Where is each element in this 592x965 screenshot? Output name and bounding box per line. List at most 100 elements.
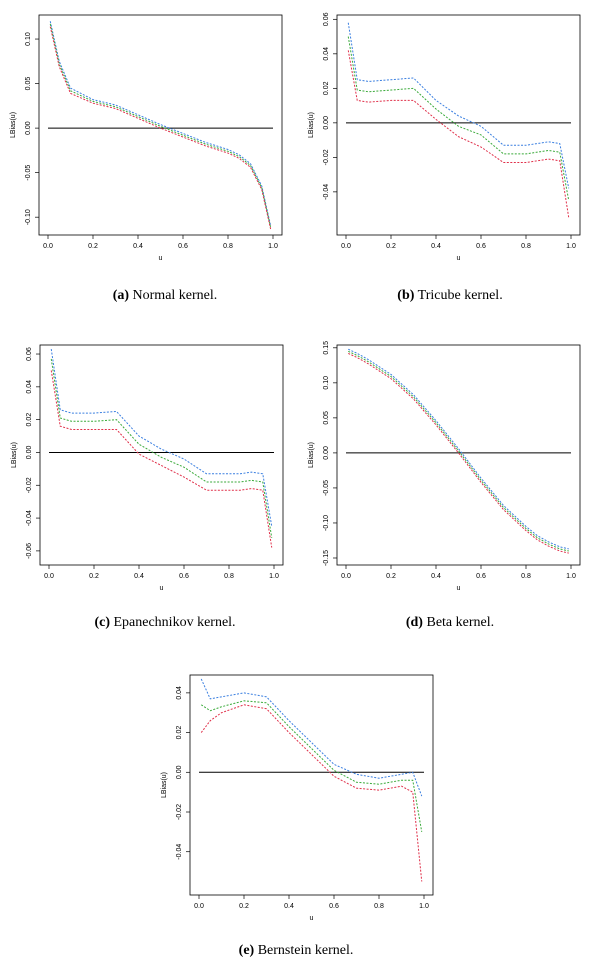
x-tick-label: 0.0 bbox=[43, 243, 53, 250]
series-line bbox=[200, 704, 423, 882]
y-tick-label: 0.02 bbox=[176, 726, 183, 740]
x-tick-label: 0.8 bbox=[223, 243, 233, 250]
y-tick-label: 0.06 bbox=[323, 12, 330, 26]
caption: (b) Tricube kernel. bbox=[397, 288, 502, 303]
y-tick-label: -0.02 bbox=[323, 149, 330, 165]
y-tick-label: -0.02 bbox=[176, 804, 183, 820]
series-line bbox=[347, 22, 570, 189]
y-tick-label: 0.00 bbox=[323, 116, 330, 130]
x-tick-label: 0.6 bbox=[476, 573, 486, 580]
series-line bbox=[50, 358, 273, 538]
x-axis-label: u bbox=[457, 585, 461, 592]
y-tick-label: 0.10 bbox=[25, 32, 32, 46]
caption: (c) Epanechnikov kernel. bbox=[94, 615, 235, 630]
series-line bbox=[348, 348, 569, 550]
y-tick-label: -0.15 bbox=[323, 550, 330, 566]
y-tick-label: 0.00 bbox=[176, 765, 183, 779]
y-tick-label: 0.00 bbox=[25, 121, 32, 135]
series-line bbox=[50, 349, 273, 527]
y-tick-label: -0.04 bbox=[176, 844, 183, 860]
x-axis-label: u bbox=[457, 255, 461, 262]
x-tick-label: 1.0 bbox=[566, 243, 576, 250]
y-tick-label: -0.10 bbox=[323, 515, 330, 531]
caption-text: Bernstein kernel. bbox=[258, 943, 354, 958]
series-line bbox=[347, 50, 570, 218]
plot-frame bbox=[39, 344, 284, 566]
y-tick-label: 0.05 bbox=[25, 77, 32, 91]
y-tick-label: -0.10 bbox=[25, 209, 32, 225]
x-tick-label: 0.6 bbox=[329, 903, 339, 910]
y-tick-label: -0.04 bbox=[26, 510, 33, 526]
series-line bbox=[49, 23, 272, 228]
plot-frame bbox=[38, 14, 283, 236]
x-tick-label: 0.0 bbox=[44, 573, 54, 580]
y-tick-label: 0.04 bbox=[323, 47, 330, 61]
y-tick-label: -0.05 bbox=[323, 480, 330, 496]
caption-label: (e) bbox=[239, 943, 255, 958]
x-tick-label: 0.8 bbox=[224, 573, 234, 580]
x-tick-label: 0.4 bbox=[133, 243, 143, 250]
caption-text: Normal kernel. bbox=[133, 288, 218, 303]
caption-label: (d) bbox=[406, 615, 423, 630]
y-tick-label: -0.02 bbox=[26, 477, 33, 493]
y-tick-label: 0.00 bbox=[26, 446, 33, 460]
y-tick-label: -0.05 bbox=[25, 165, 32, 181]
x-tick-label: 0.6 bbox=[179, 573, 189, 580]
y-tick-label: -0.04 bbox=[323, 184, 330, 200]
x-axis-label: u bbox=[159, 255, 163, 262]
plot-frame bbox=[336, 344, 581, 566]
y-tick-label: 0.10 bbox=[323, 376, 330, 390]
series-line bbox=[348, 352, 569, 554]
y-tick-label: 0.05 bbox=[323, 411, 330, 425]
y-axis-label: LBias(u) bbox=[10, 112, 17, 138]
y-tick-label: 0.00 bbox=[323, 446, 330, 460]
x-tick-label: 0.4 bbox=[134, 573, 144, 580]
x-tick-label: 0.4 bbox=[431, 573, 441, 580]
y-axis-label: LBias(u) bbox=[308, 442, 315, 468]
y-tick-label: 0.06 bbox=[26, 347, 33, 361]
y-tick-label: 0.04 bbox=[176, 686, 183, 700]
caption-text: Epanechnikov kernel. bbox=[113, 615, 235, 630]
y-tick-label: 0.04 bbox=[26, 380, 33, 394]
x-tick-label: 0.2 bbox=[386, 243, 396, 250]
series-line bbox=[49, 26, 272, 230]
caption-label: (a) bbox=[113, 288, 130, 303]
x-tick-label: 0.4 bbox=[431, 243, 441, 250]
x-tick-label: 1.0 bbox=[268, 243, 278, 250]
x-tick-label: 0.0 bbox=[341, 243, 351, 250]
x-tick-label: 0.6 bbox=[178, 243, 188, 250]
caption-text: Tricube kernel. bbox=[418, 288, 503, 303]
x-tick-label: 0.6 bbox=[476, 243, 486, 250]
x-tick-label: 1.0 bbox=[269, 573, 279, 580]
series-line bbox=[50, 370, 273, 548]
x-tick-label: 0.2 bbox=[386, 573, 396, 580]
y-axis-label: LBias(u) bbox=[161, 772, 168, 798]
x-tick-label: 0.2 bbox=[88, 243, 98, 250]
x-tick-label: 0.0 bbox=[341, 573, 351, 580]
x-tick-label: 0.8 bbox=[521, 573, 531, 580]
x-tick-label: 0.4 bbox=[284, 903, 294, 910]
y-tick-label: 0.15 bbox=[323, 341, 330, 355]
caption-label: (b) bbox=[397, 288, 414, 303]
caption: (d) Beta kernel. bbox=[406, 615, 494, 630]
plot-frame bbox=[336, 14, 581, 236]
caption-text: Beta kernel. bbox=[426, 615, 494, 630]
x-tick-label: 0.8 bbox=[521, 243, 531, 250]
x-axis-label: u bbox=[310, 915, 314, 922]
x-tick-label: 0.0 bbox=[194, 903, 204, 910]
x-axis-label: u bbox=[160, 585, 164, 592]
series-line bbox=[49, 21, 272, 227]
y-axis-label: LBias(u) bbox=[308, 112, 315, 138]
plot-frame bbox=[189, 674, 434, 896]
caption: (e) Bernstein kernel. bbox=[239, 943, 354, 958]
x-tick-label: 0.8 bbox=[374, 903, 384, 910]
x-tick-label: 1.0 bbox=[419, 903, 429, 910]
x-tick-label: 0.2 bbox=[89, 573, 99, 580]
series-line bbox=[200, 678, 423, 797]
caption-label: (c) bbox=[94, 615, 110, 630]
y-tick-label: 0.02 bbox=[323, 81, 330, 95]
y-tick-label: 0.02 bbox=[26, 413, 33, 427]
y-tick-label: -0.06 bbox=[26, 543, 33, 559]
caption: (a) Normal kernel. bbox=[113, 288, 218, 303]
